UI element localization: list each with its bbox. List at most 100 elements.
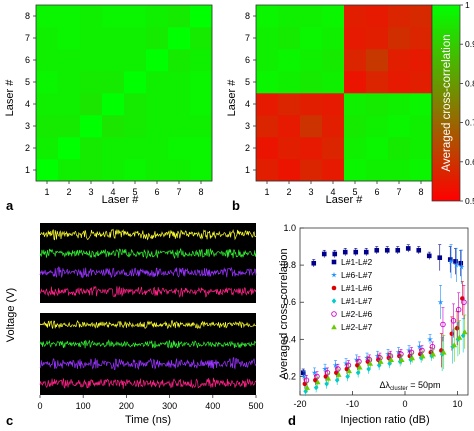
heatmap-b-cell	[410, 159, 433, 182]
heatmap-b-cell	[366, 115, 389, 138]
heatmap-b-cell	[300, 27, 323, 50]
heatmap-a-cell	[146, 159, 169, 182]
scope-ylabel: Voltage (V)	[5, 288, 17, 342]
heatmap-a-ylabel: Laser #	[4, 79, 16, 117]
heatmap-a-cell	[124, 27, 147, 50]
scatter-point	[437, 299, 444, 305]
heatmap-b-cell	[410, 93, 433, 116]
scope-xtick-label: 400	[205, 401, 220, 411]
heatmap-a-cell	[80, 93, 103, 116]
scope-trace	[39, 377, 257, 389]
scatter-point	[408, 349, 415, 356]
heatmap-a-cell	[124, 159, 147, 182]
heatmap-a-cell	[58, 159, 81, 182]
heatmap-b-cell	[256, 27, 279, 50]
scatter-point	[324, 369, 331, 376]
heatmap-b-cell	[278, 137, 301, 160]
heatmap-a-cell	[190, 49, 213, 72]
heatmap-a-cell	[58, 5, 81, 28]
heatmap-a-cell	[168, 71, 191, 94]
heatmap-a-cell	[102, 115, 125, 138]
scatter-point	[367, 360, 374, 366]
scatter-ytick-label: 0.8	[283, 260, 296, 270]
colorbar-tick-label: 0.7	[465, 118, 474, 128]
heatmap-b-cell	[366, 93, 389, 116]
scope-trace	[39, 285, 257, 298]
scatter-panel-d: -20 -10 0 10 0.2 0.4 0.6 0.8 1.0 L#1-L#2 L#6-L#7 L#…	[283, 223, 469, 409]
heatmap-a-cell	[102, 5, 125, 28]
scatter-point	[453, 259, 458, 264]
heatmap-b-cell	[410, 71, 433, 94]
scatter-point	[449, 331, 455, 337]
heatmap-a-cell	[58, 27, 81, 50]
heatmap-b-cell	[344, 5, 367, 28]
heatmap-a-xtick-label: 8	[198, 187, 203, 197]
heatmap-panel-b: 1 2 3 4 5 6 7 8 1 2 3 4 5 6 7 8	[245, 4, 433, 197]
scatter-point	[440, 349, 447, 355]
scatter-point	[366, 356, 373, 363]
heatmap-a-cell	[146, 137, 169, 160]
scatter-xtick-label: -10	[346, 399, 359, 409]
heatmap-a-cell	[190, 27, 213, 50]
scatter-point	[426, 253, 432, 259]
heatmap-a-cell	[36, 93, 59, 116]
heatmap-a-cell	[146, 71, 169, 94]
scatter-point	[311, 369, 318, 376]
heatmap-a-cell	[36, 27, 59, 50]
heatmap-b-cell	[366, 159, 389, 182]
heatmap-b-xtick-label: 2	[286, 187, 291, 197]
heatmap-b-cell	[410, 115, 433, 138]
scatter-ylabel: Averaged cross-correlation	[278, 248, 290, 379]
heatmap-b-ytick-label: 5	[245, 77, 250, 87]
scope-trace	[39, 228, 257, 241]
oscilloscope-panel-c: 0 100 200 300 400 500	[37, 223, 264, 411]
scatter-point	[335, 366, 341, 372]
heatmap-b-cell	[300, 71, 323, 94]
heatmap-b-cell	[256, 93, 279, 116]
heatmap-b-cell	[278, 71, 301, 94]
heatmap-a-cell	[190, 159, 213, 182]
scatter-point	[406, 347, 412, 353]
heatmap-a-cell	[168, 49, 191, 72]
colorbar-tick-label: 0.8	[465, 78, 474, 88]
heatmap-a-xtick-label: 6	[154, 187, 159, 197]
scatter-point	[458, 263, 465, 270]
heatmap-b-cell	[344, 49, 367, 72]
scatter-xtick-label: 0	[402, 399, 407, 409]
scatter-xlabel: Injection ratio (dB)	[340, 414, 429, 426]
scatter-point	[364, 354, 370, 361]
scatter-point	[345, 362, 352, 369]
heatmap-b-cell	[388, 159, 411, 182]
heatmap-b-xtick-label: 7	[396, 187, 401, 197]
scope-trace	[39, 356, 257, 371]
scatter-point	[346, 368, 353, 374]
heatmap-a-xtick-label: 7	[176, 187, 181, 197]
heatmap-a-xtick-label: 3	[88, 187, 93, 197]
scatter-point	[398, 356, 405, 363]
heatmap-a-cell	[168, 5, 191, 28]
scope-trace	[39, 339, 257, 349]
heatmap-a-cell	[168, 115, 191, 138]
scatter-point	[343, 360, 349, 366]
scatter-point	[454, 325, 460, 331]
heatmap-b-ytick-label: 8	[245, 11, 250, 21]
scatter-point	[303, 388, 308, 395]
scatter-point	[437, 255, 443, 260]
scatter-point	[461, 329, 468, 335]
heatmap-b-ytick-label: 1	[245, 165, 250, 175]
heatmap-b-xtick-label: 1	[264, 187, 269, 197]
heatmap-a-ytick-label: 2	[25, 143, 30, 153]
scatter-point	[355, 369, 361, 376]
heatmap-a-cell	[80, 159, 103, 182]
heatmap-b-cell	[256, 159, 279, 182]
heatmap-b-cell	[366, 137, 389, 160]
heatmap-b-cell	[410, 137, 433, 160]
heatmap-a-cell	[168, 93, 191, 116]
scatter-point	[374, 352, 381, 359]
heatmap-a-cell	[102, 159, 125, 182]
heatmap-b-cell	[300, 137, 323, 160]
scatter-point	[374, 247, 380, 253]
heatmap-b-cell	[278, 93, 301, 116]
heatmap-b-ylabel: Laser #	[226, 79, 238, 117]
scatter-point	[419, 347, 425, 354]
